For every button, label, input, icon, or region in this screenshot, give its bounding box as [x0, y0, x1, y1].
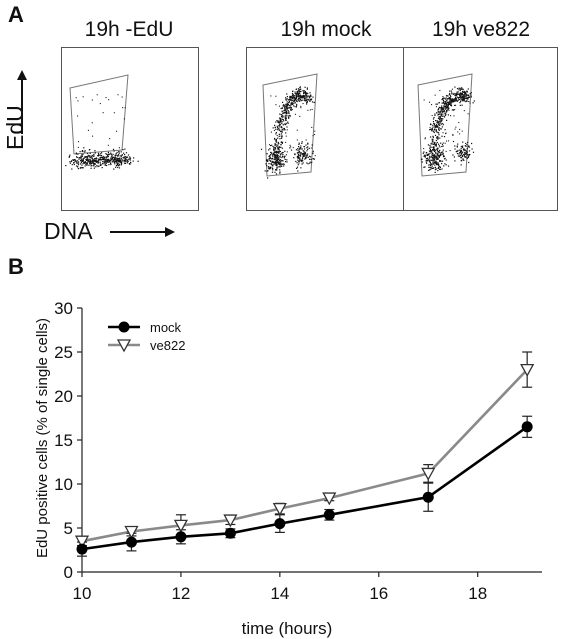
data-point-mock — [422, 491, 434, 503]
data-point-mock — [323, 509, 335, 521]
data-point-ve822 — [421, 467, 436, 481]
data-point-ve822 — [74, 535, 90, 549]
data-point-ve822 — [322, 492, 337, 506]
flow-scatter-neg-edu — [65, 74, 139, 170]
legend-label-ve822: ve822 — [150, 338, 185, 353]
panel-a-letter: A — [8, 2, 24, 27]
data-point-mock — [521, 421, 533, 433]
flow-plot-title-ve822: 19h ve822 — [431, 18, 531, 41]
flow-plot-title-mock: 19h mock — [280, 18, 372, 41]
x-tick-label: 12 — [171, 584, 190, 603]
flow-plot-divider — [403, 48, 404, 210]
x-axis-label-dna: DNA — [44, 218, 93, 244]
data-point-mock — [224, 527, 236, 539]
gate-outline-mock — [262, 73, 318, 177]
y-axis-title: EdU positive cells (% of single cells) — [34, 318, 51, 558]
data-point-ve822 — [520, 363, 535, 377]
gate-outline-ve822 — [417, 73, 473, 177]
y-tick-label: 0 — [64, 563, 73, 582]
flow-scatter-mock — [260, 73, 318, 179]
data-point-ve822 — [272, 502, 287, 516]
flow-plot-pair — [246, 47, 558, 211]
gate-outline-neg-edu — [69, 74, 129, 155]
data-point-mock — [175, 531, 187, 543]
x-axis-arrow-icon — [110, 227, 175, 237]
x-tick-label: 16 — [369, 584, 388, 603]
panel-b-letter: B — [8, 254, 24, 279]
flow-plot-title-neg-edu: 19h -EdU — [84, 18, 174, 41]
y-tick-label: 15 — [54, 431, 73, 450]
flow-plot-neg-edu — [61, 47, 199, 211]
x-axis-title: time (hours) — [242, 619, 333, 638]
flow-scatter-ve822 — [417, 73, 475, 177]
legend-label-mock: mock — [150, 320, 182, 335]
series-line-ve822 — [81, 368, 529, 543]
y-tick-label: 25 — [54, 343, 73, 362]
data-point-mock — [76, 543, 88, 555]
data-point-ve822 — [223, 514, 238, 528]
data-point-mock — [125, 536, 137, 548]
y-axis-arrow-icon — [17, 70, 27, 134]
x-tick-label: 18 — [468, 584, 487, 603]
y-tick-label: 10 — [54, 475, 73, 494]
series-line-mock — [81, 425, 528, 551]
y-tick-label: 20 — [54, 387, 73, 406]
x-tick-label: 10 — [73, 584, 92, 603]
x-tick-label: 14 — [270, 584, 289, 603]
legend-marker-mock — [118, 321, 130, 333]
data-point-ve822 — [124, 525, 139, 539]
legend-marker-ve822 — [116, 339, 132, 353]
y-tick-label: 5 — [64, 519, 73, 538]
data-point-ve822 — [173, 519, 189, 533]
data-point-mock — [274, 518, 286, 530]
y-tick-label: 30 — [54, 299, 73, 318]
